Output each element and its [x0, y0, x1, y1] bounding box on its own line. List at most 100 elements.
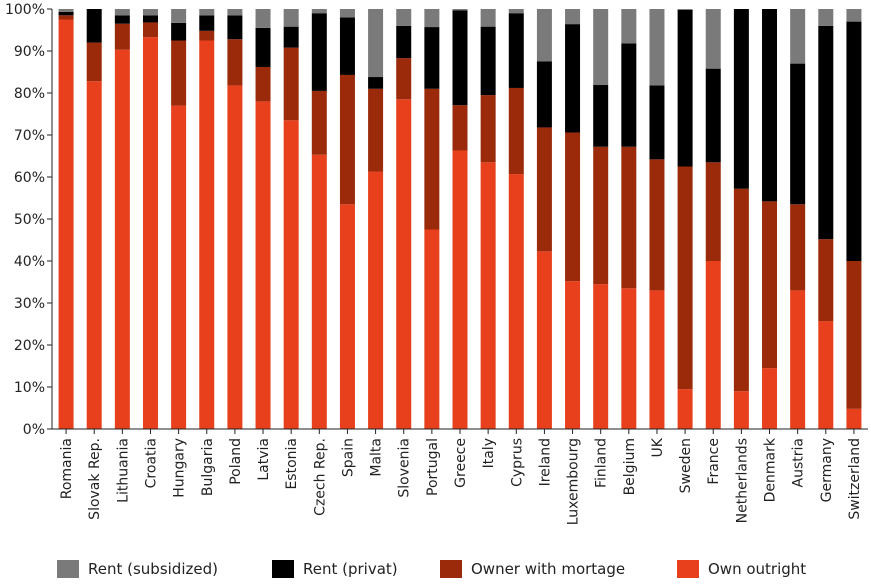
bar-segment-rent-subsidized-greece — [452, 9, 468, 11]
x-tick-label-spain: Spain — [340, 438, 356, 477]
bar-segment-own-outright-czech-rep — [311, 154, 327, 430]
bar-segment-owner-with-mortage-sweden — [677, 166, 693, 390]
legend-item-owner-with-mortage: Owner with mortage — [440, 560, 625, 578]
x-tick-label-france: France — [706, 438, 722, 485]
legend-swatch-rent-subsidized — [57, 560, 79, 578]
bar-segment-rent-privat-portugal — [424, 27, 440, 89]
x-tick-label-czech-rep: Czech Rep. — [312, 438, 328, 516]
bar-segment-own-outright-spain — [339, 204, 355, 429]
x-tick-label-cyprus: Cyprus — [509, 438, 525, 487]
bar-segment-rent-subsidized-finland — [593, 9, 609, 86]
bar-segment-own-outright-lithuania — [114, 49, 130, 430]
bar-segment-rent-subsidized-slovenia — [396, 9, 412, 26]
bar-segment-own-outright-ireland — [536, 251, 552, 429]
y-tick-label: 40% — [14, 254, 45, 270]
bar-segment-rent-subsidized-croatia — [142, 9, 158, 16]
bar-segment-rent-subsidized-lithuania — [114, 9, 130, 16]
bar-segment-rent-privat-italy — [480, 26, 496, 96]
bar-segment-rent-privat-slovak-rep — [86, 9, 102, 43]
x-tick-label-croatia: Croatia — [143, 438, 159, 488]
y-tick-label: 30% — [14, 296, 45, 312]
bar-segment-rent-subsidized-spain — [339, 9, 355, 18]
bar-segment-rent-privat-estonia — [283, 26, 299, 48]
bar-segment-rent-privat-slovenia — [396, 25, 412, 59]
x-tick-label-ireland: Ireland — [537, 438, 553, 486]
bar-segment-own-outright-latvia — [255, 101, 271, 430]
bar-segment-owner-with-mortage-lithuania — [114, 23, 130, 50]
bar-segment-rent-subsidized-latvia — [255, 9, 271, 28]
bar-segment-rent-subsidized-germany — [818, 9, 834, 26]
x-tick-label-italy: Italy — [481, 438, 497, 468]
bar-segment-own-outright-cyprus — [508, 174, 524, 429]
bar-segment-owner-with-mortage-italy — [480, 95, 496, 163]
bar-segment-owner-with-mortage-germany — [818, 239, 834, 322]
bar-segment-owner-with-mortage-slovak-rep — [86, 42, 102, 82]
x-tick-label-latvia: Latvia — [256, 438, 272, 481]
y-tick-label: 100% — [5, 2, 45, 18]
y-tick-label: 0% — [23, 422, 45, 438]
legend-label-own-outright: Own outright — [708, 560, 807, 578]
x-tick-label-lithuania: Lithuania — [115, 438, 131, 503]
legend-item-rent-privat: Rent (privat) — [272, 560, 398, 578]
bar-segment-rent-privat-romania — [58, 11, 74, 16]
bar-segment-rent-subsidized-switzerland — [846, 9, 862, 22]
bar-segment-rent-privat-belgium — [621, 43, 637, 147]
bar-segment-owner-with-mortage-spain — [339, 74, 355, 205]
bar-segment-rent-subsidized-poland — [227, 9, 243, 16]
bar-segment-rent-privat-france — [705, 68, 721, 163]
bar-segment-rent-subsidized-ireland — [536, 9, 552, 62]
x-tick-label-denmark: Denmark — [763, 437, 779, 502]
bar-segment-rent-subsidized-france — [705, 9, 721, 69]
bar-segment-rent-privat-germany — [818, 25, 834, 240]
chart-canvas: 0% 10% 20% 30% 40% 50% 60% 70% 80% 90% 100% Romania… — [5, 2, 868, 525]
x-tick-label-luxembourg: Luxembourg — [566, 438, 582, 525]
bar-segment-own-outright-luxembourg — [565, 281, 581, 429]
bar-segment-own-outright-estonia — [283, 120, 299, 430]
bar-segment-rent-privat-croatia — [142, 15, 158, 23]
bar-segment-rent-subsidized-portugal — [424, 9, 440, 28]
bar-segment-rent-privat-latvia — [255, 27, 271, 67]
bar-segment-owner-with-mortage-malta — [368, 88, 384, 172]
bar-segment-owner-with-mortage-denmark — [762, 201, 778, 369]
bar-segment-rent-privat-cyprus — [508, 13, 524, 88]
y-tick-label: 70% — [14, 128, 45, 144]
bar-segment-rent-privat-austria — [790, 63, 806, 205]
bar-segment-owner-with-mortage-croatia — [142, 22, 158, 38]
bar-segment-owner-with-mortage-romania — [58, 15, 74, 20]
bar-segment-own-outright-switzerland — [846, 408, 862, 429]
bar-segment-own-outright-france — [705, 261, 721, 429]
x-tick-label-finland: Finland — [594, 438, 610, 488]
y-tick-label: 60% — [14, 170, 45, 186]
bar-segment-rent-privat-sweden — [677, 9, 693, 167]
bar-segment-owner-with-mortage-belgium — [621, 146, 637, 289]
bar-segment-own-outright-greece — [452, 150, 468, 430]
chart-legend: Rent (subsidized) Rent (privat) Owner wi… — [0, 560, 871, 584]
x-tick-label-belgium: Belgium — [622, 438, 638, 495]
bar-segment-owner-with-mortage-czech-rep — [311, 90, 327, 155]
bar-segment-rent-privat-uk — [649, 85, 665, 160]
bar-segment-own-outright-denmark — [762, 368, 778, 429]
bar-segment-own-outright-austria — [790, 290, 806, 429]
bar-segment-rent-subsidized-belgium — [621, 9, 637, 44]
bar-segment-owner-with-mortage-finland — [593, 146, 609, 285]
bar-segment-rent-privat-czech-rep — [311, 13, 327, 91]
bar-segment-own-outright-finland — [593, 284, 609, 429]
x-tick-label-portugal: Portugal — [425, 438, 441, 496]
bar-segment-owner-with-mortage-france — [705, 162, 721, 261]
bar-segment-rent-privat-malta — [368, 77, 384, 89]
bar-segment-own-outright-malta — [368, 171, 384, 430]
bar-segment-owner-with-mortage-ireland — [536, 127, 552, 252]
x-tick-label-slovak-rep: Slovak Rep. — [87, 438, 103, 520]
bar-segment-rent-privat-denmark — [762, 9, 778, 202]
bar-segment-rent-subsidized-cyprus — [508, 9, 524, 14]
bar-segment-rent-subsidized-sweden — [677, 9, 693, 10]
bar-segment-owner-with-mortage-greece — [452, 105, 468, 151]
bar-segment-own-outright-italy — [480, 162, 496, 430]
legend-label-owner-with-mortage: Owner with mortage — [471, 560, 626, 578]
bar-segment-owner-with-mortage-slovenia — [396, 58, 412, 100]
legend-item-own-outright: Own outright — [677, 560, 806, 578]
bar-segment-rent-privat-poland — [227, 15, 243, 40]
bar-segment-own-outright-sweden — [677, 389, 693, 429]
bar-segment-own-outright-portugal — [424, 229, 440, 429]
bar-segment-rent-subsidized-uk — [649, 9, 665, 86]
